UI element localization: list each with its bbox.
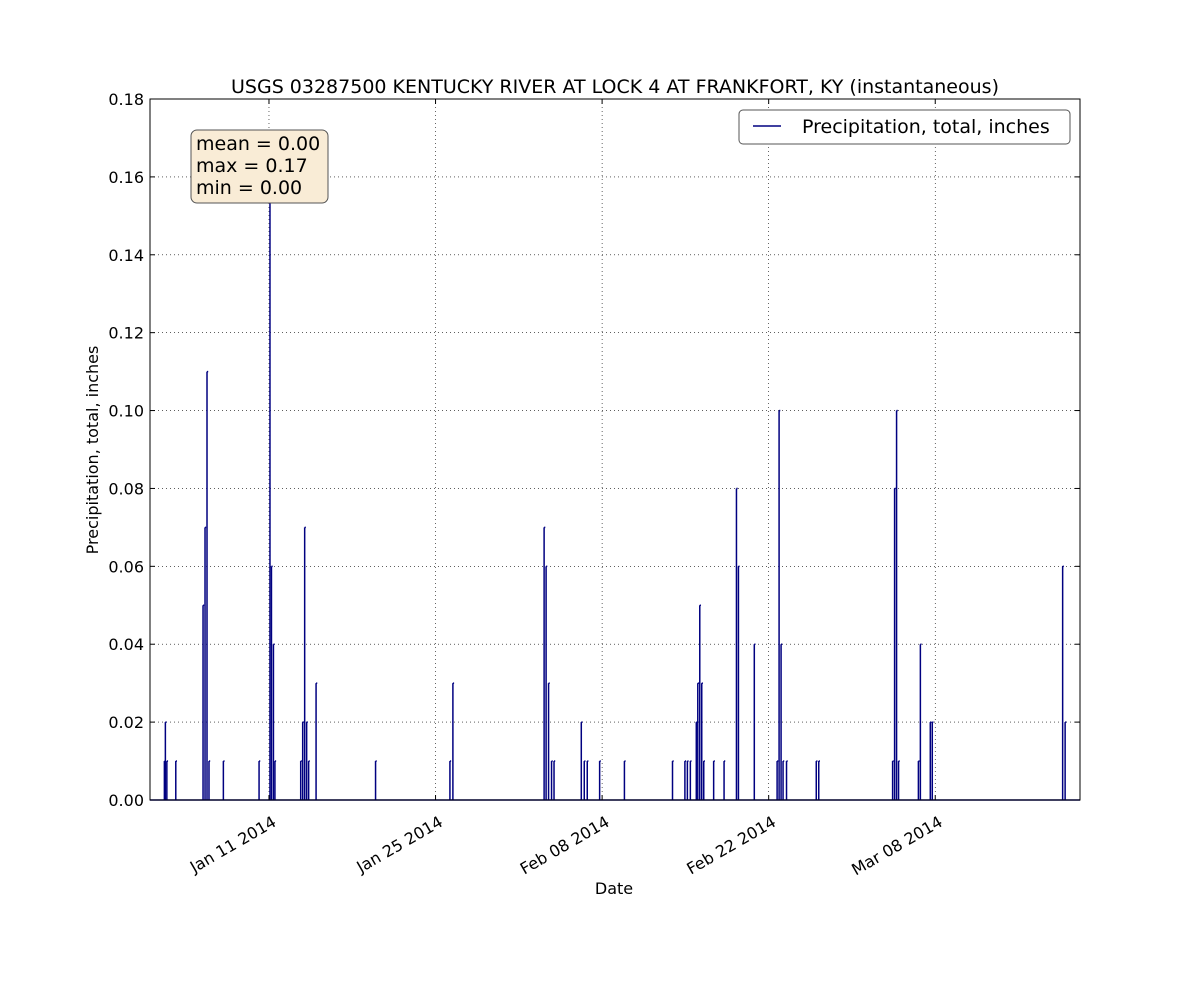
y-tick-label: 0.04 xyxy=(108,635,144,654)
y-tick-label: 0.12 xyxy=(108,324,144,343)
axes-frame xyxy=(149,98,1081,801)
y-tick-label: 0.06 xyxy=(108,557,144,576)
y-tick-label: 0.00 xyxy=(108,791,144,810)
legend-label: Precipitation, total, inches xyxy=(802,116,1050,138)
grid-lines xyxy=(150,99,1080,800)
y-tick-label: 0.10 xyxy=(108,402,144,421)
plot-area xyxy=(149,98,1081,801)
y-tick-label: 0.14 xyxy=(108,246,144,265)
stats-box-background xyxy=(190,129,329,204)
legend-box xyxy=(738,109,1071,145)
legend: Precipitation, total, inches xyxy=(738,109,1071,145)
stats-min: min = 0.00 xyxy=(196,177,302,199)
chart-title: USGS 03287500 KENTUCKY RIVER AT LOCK 4 A… xyxy=(231,76,999,98)
y-tick-label: 0.18 xyxy=(108,90,144,109)
y-tick-label: 0.08 xyxy=(108,479,144,498)
stats-max: max = 0.17 xyxy=(196,155,308,177)
series-layer xyxy=(150,137,1080,801)
tick-marks xyxy=(150,98,1080,801)
stats-mean: mean = 0.00 xyxy=(196,133,320,155)
y-tick-label: 0.16 xyxy=(108,168,144,187)
y-axis-label: Precipitation, total, inches xyxy=(83,346,102,555)
stats-box: mean = 0.00 max = 0.17 min = 0.00 xyxy=(190,129,329,204)
axes-background xyxy=(150,99,1080,800)
y-tick-labels: 0.00 0.02 0.04 0.06 0.08 0.10 0.12 0.14 0.16 0.18 xyxy=(108,90,144,810)
y-tick-label: 0.02 xyxy=(108,713,144,732)
x-axis-label: Date xyxy=(595,879,633,898)
